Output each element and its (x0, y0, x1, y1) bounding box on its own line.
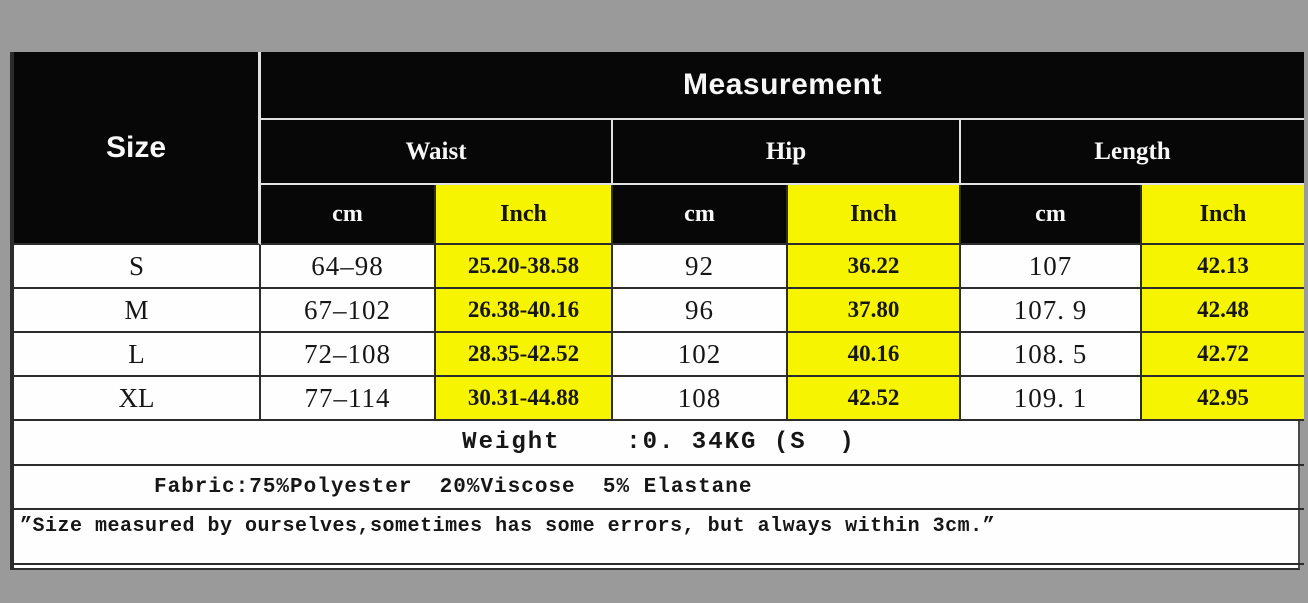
weight-row: Weight :0. 34KG (S ) (14, 421, 1304, 466)
waist-group-header: Waist (261, 120, 613, 185)
waist-inch-value: 26.38-40.16 (436, 289, 613, 333)
hip-cm-unit-header: cm (613, 185, 788, 245)
size-value: XL (14, 377, 261, 421)
length-cm-unit-header: cm (961, 185, 1142, 245)
hip-cm-value: 92 (613, 245, 788, 289)
table-row-size-xl: XL 77–114 30.31-44.88 108 42.52 109. 1 4… (14, 377, 1304, 421)
length-inch-unit-header: Inch (1142, 185, 1304, 245)
weight-text: Weight :0. 34KG (S ) (14, 421, 1304, 466)
table-row-size-m: M 67–102 26.38-40.16 96 37.80 107. 9 42.… (14, 289, 1304, 333)
measurement-header: Measurement (261, 52, 1304, 120)
size-column-header: Size (14, 52, 261, 245)
size-chart-table: Size Measurement Waist Hip Length cm Inc… (14, 52, 1304, 565)
waist-cm-value: 67–102 (261, 289, 436, 333)
waist-inch-value: 28.35-42.52 (436, 333, 613, 377)
fabric-row: Fabric:75%Polyester 20%Viscose 5% Elasta… (14, 466, 1304, 510)
note-text: ”Size measured by ourselves,sometimes ha… (14, 510, 1304, 565)
hip-inch-unit-header: Inch (788, 185, 961, 245)
waist-inch-value: 25.20-38.58 (436, 245, 613, 289)
hip-inch-value: 36.22 (788, 245, 961, 289)
hip-cm-value: 96 (613, 289, 788, 333)
hip-cm-value: 108 (613, 377, 788, 421)
length-cm-value: 109. 1 (961, 377, 1142, 421)
hip-inch-value: 37.80 (788, 289, 961, 333)
fabric-text: Fabric:75%Polyester 20%Viscose 5% Elasta… (14, 466, 1304, 510)
size-value: S (14, 245, 261, 289)
length-inch-value: 42.48 (1142, 289, 1304, 333)
size-value: L (14, 333, 261, 377)
table-row-size-s: S 64–98 25.20-38.58 92 36.22 107 42.13 (14, 245, 1304, 289)
length-inch-value: 42.72 (1142, 333, 1304, 377)
hip-inch-value: 42.52 (788, 377, 961, 421)
hip-group-header: Hip (613, 120, 961, 185)
hip-cm-value: 102 (613, 333, 788, 377)
waist-cm-value: 64–98 (261, 245, 436, 289)
header-row-measurement: Size Measurement (14, 52, 1304, 245)
length-cm-value: 108. 5 (961, 333, 1142, 377)
note-row: ”Size measured by ourselves,sometimes ha… (14, 510, 1304, 565)
header-row-units: cm Inch cm Inch cm Inch (14, 185, 1304, 245)
hip-inch-value: 40.16 (788, 333, 961, 377)
table-row-size-l: L 72–108 28.35-42.52 102 40.16 108. 5 42… (14, 333, 1304, 377)
waist-cm-value: 72–108 (261, 333, 436, 377)
waist-cm-value: 77–114 (261, 377, 436, 421)
length-inch-value: 42.13 (1142, 245, 1304, 289)
waist-cm-unit-header: cm (261, 185, 436, 245)
waist-inch-unit-header: Inch (436, 185, 613, 245)
size-value: M (14, 289, 261, 333)
length-cm-value: 107. 9 (961, 289, 1142, 333)
size-chart: Size Measurement Waist Hip Length cm Inc… (10, 52, 1304, 570)
length-group-header: Length (961, 120, 1304, 185)
header-row-groups: Waist Hip Length (14, 120, 1304, 185)
length-inch-value: 42.95 (1142, 377, 1304, 421)
length-cm-value: 107 (961, 245, 1142, 289)
waist-inch-value: 30.31-44.88 (436, 377, 613, 421)
